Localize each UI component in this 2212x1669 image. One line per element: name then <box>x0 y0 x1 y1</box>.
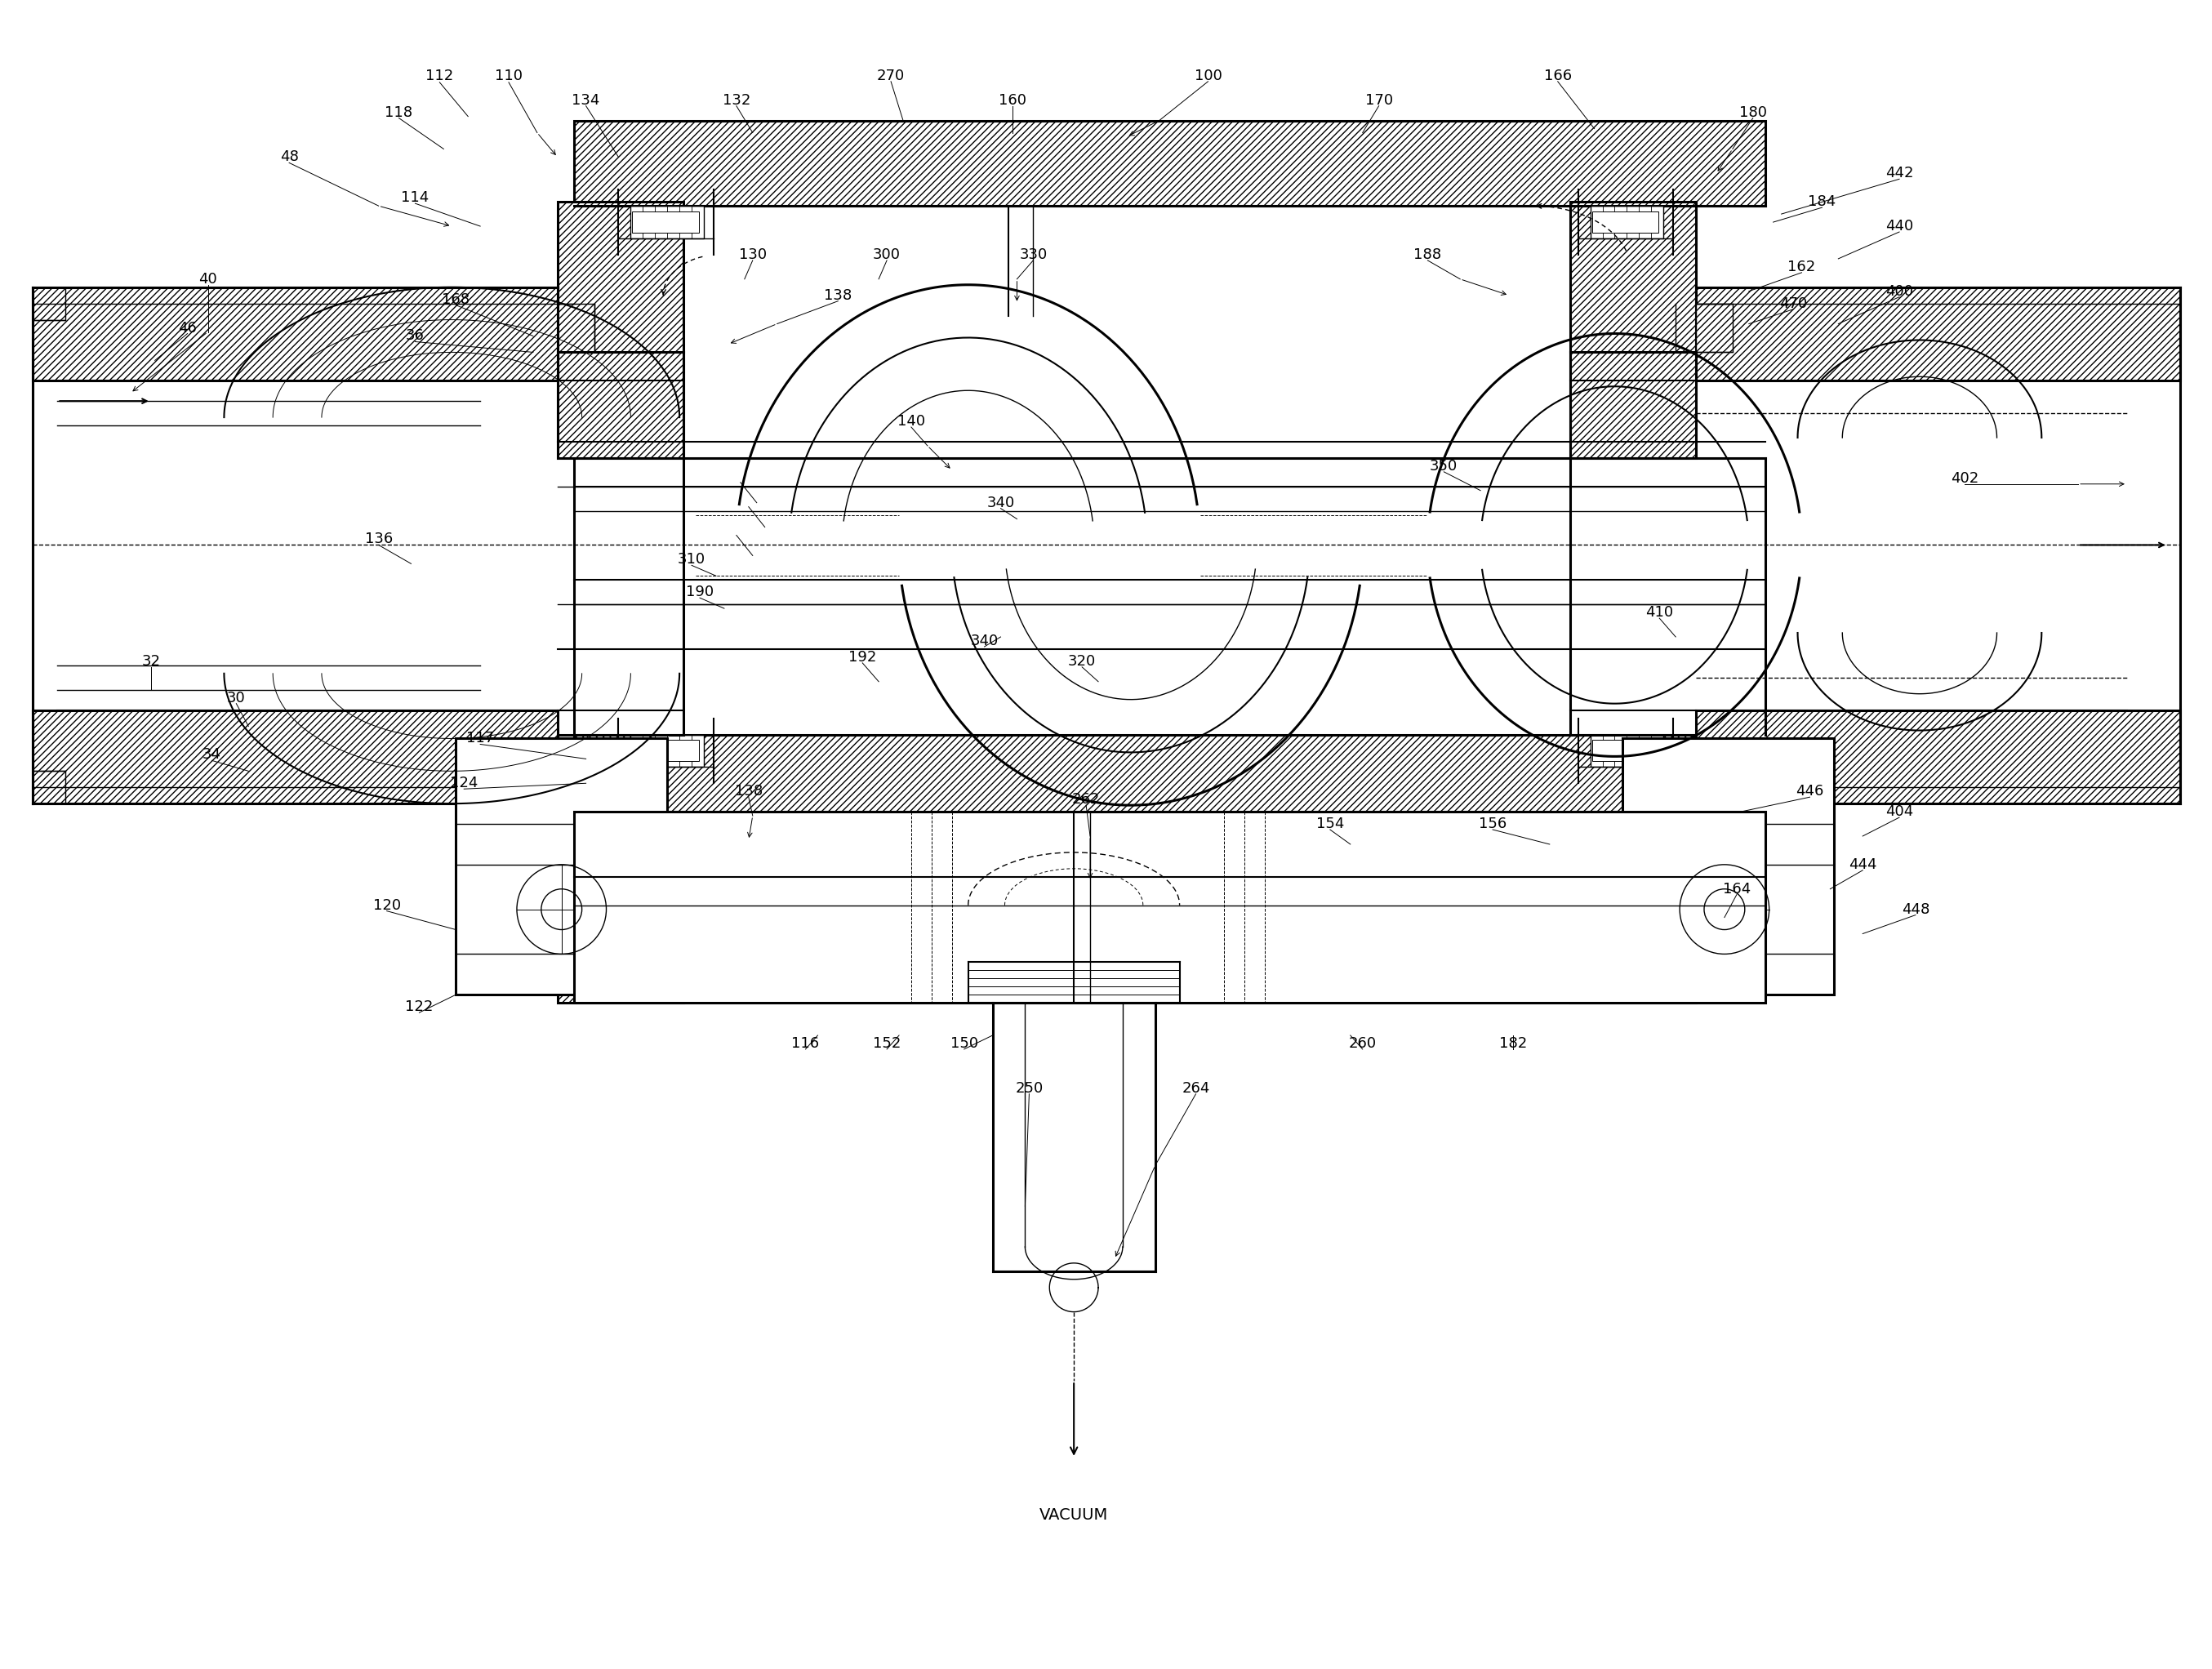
Text: 442: 442 <box>1885 165 1913 180</box>
Text: 250: 250 <box>1015 1082 1044 1095</box>
Text: 136: 136 <box>365 532 392 547</box>
Text: 160: 160 <box>1000 93 1026 107</box>
Text: 164: 164 <box>1723 881 1750 896</box>
Bar <box>1624 739 1834 995</box>
Text: 34: 34 <box>204 748 221 763</box>
Text: 192: 192 <box>849 649 876 664</box>
Text: 402: 402 <box>1951 471 1978 486</box>
Text: 122: 122 <box>405 1000 434 1015</box>
Text: 184: 184 <box>1807 195 1836 209</box>
Text: 264: 264 <box>1181 1082 1210 1095</box>
Text: 410: 410 <box>1646 606 1672 619</box>
Text: 262: 262 <box>1073 793 1099 806</box>
Bar <box>456 824 668 865</box>
Bar <box>1590 205 1663 239</box>
Bar <box>1697 287 2179 381</box>
Bar <box>557 304 595 352</box>
Text: 152: 152 <box>874 1036 900 1051</box>
Text: 154: 154 <box>1316 816 1345 831</box>
Text: 32: 32 <box>142 654 159 669</box>
Text: 46: 46 <box>179 320 197 335</box>
Text: 310: 310 <box>677 552 706 567</box>
Text: 188: 188 <box>1413 247 1442 262</box>
Text: 117: 117 <box>467 731 493 746</box>
Text: 180: 180 <box>1739 105 1767 120</box>
Text: 330: 330 <box>1020 247 1046 262</box>
Text: 138: 138 <box>734 784 763 799</box>
Text: 118: 118 <box>385 105 414 120</box>
Bar <box>1624 824 1834 865</box>
Text: 132: 132 <box>723 93 750 107</box>
Text: 110: 110 <box>495 68 522 83</box>
Bar <box>1571 202 1697 457</box>
Bar <box>1593 739 1659 761</box>
Bar <box>456 739 668 995</box>
Text: 190: 190 <box>686 584 714 599</box>
Text: 100: 100 <box>1194 68 1221 83</box>
Text: 48: 48 <box>279 150 299 165</box>
Text: 444: 444 <box>1849 858 1876 871</box>
Bar <box>573 120 1765 205</box>
Text: 112: 112 <box>425 68 453 83</box>
Text: 300: 300 <box>874 247 900 262</box>
Text: 182: 182 <box>1500 1036 1526 1051</box>
Bar <box>1571 811 1697 1003</box>
Text: 270: 270 <box>876 68 905 83</box>
Text: 130: 130 <box>739 247 768 262</box>
Bar <box>1697 304 1732 352</box>
Text: 114: 114 <box>400 190 429 205</box>
Bar <box>557 202 684 457</box>
Text: 446: 446 <box>1796 784 1825 799</box>
Bar <box>456 955 668 995</box>
Bar <box>633 739 699 761</box>
Bar <box>33 287 557 381</box>
Bar <box>573 961 1765 1003</box>
Bar <box>557 811 684 1003</box>
Bar <box>1697 709 2179 803</box>
Text: 340: 340 <box>971 634 998 648</box>
Text: 30: 30 <box>228 691 246 706</box>
Text: 150: 150 <box>951 1036 978 1051</box>
Text: 156: 156 <box>1478 816 1506 831</box>
Bar <box>33 709 557 803</box>
Bar <box>573 811 1765 1003</box>
Text: VACUUM: VACUUM <box>1040 1507 1108 1522</box>
Text: 440: 440 <box>1885 219 1913 234</box>
Bar <box>1593 212 1659 232</box>
Text: 134: 134 <box>573 93 599 107</box>
Text: 140: 140 <box>898 414 925 429</box>
Text: 168: 168 <box>442 292 469 307</box>
Bar <box>1590 734 1663 768</box>
Text: 120: 120 <box>374 898 400 913</box>
Text: 116: 116 <box>792 1036 818 1051</box>
Bar <box>33 771 66 803</box>
Bar <box>573 734 1765 811</box>
Text: 36: 36 <box>405 329 425 344</box>
Bar <box>630 205 703 239</box>
Text: 40: 40 <box>199 272 217 287</box>
Text: 138: 138 <box>825 289 852 302</box>
Text: 162: 162 <box>1787 260 1816 274</box>
Text: 170: 170 <box>1365 93 1394 107</box>
Text: 166: 166 <box>1544 68 1573 83</box>
Text: 320: 320 <box>1068 654 1095 669</box>
Text: 350: 350 <box>1429 459 1458 474</box>
Text: 340: 340 <box>987 496 1015 511</box>
Bar <box>33 287 66 320</box>
Text: 448: 448 <box>1902 901 1929 916</box>
Text: 400: 400 <box>1885 284 1913 299</box>
Bar <box>633 212 699 232</box>
Bar <box>1624 955 1834 995</box>
Text: 124: 124 <box>449 776 478 791</box>
Text: 470: 470 <box>1781 295 1807 310</box>
Text: 260: 260 <box>1349 1036 1376 1051</box>
Bar <box>630 734 703 768</box>
Text: 404: 404 <box>1885 804 1913 819</box>
